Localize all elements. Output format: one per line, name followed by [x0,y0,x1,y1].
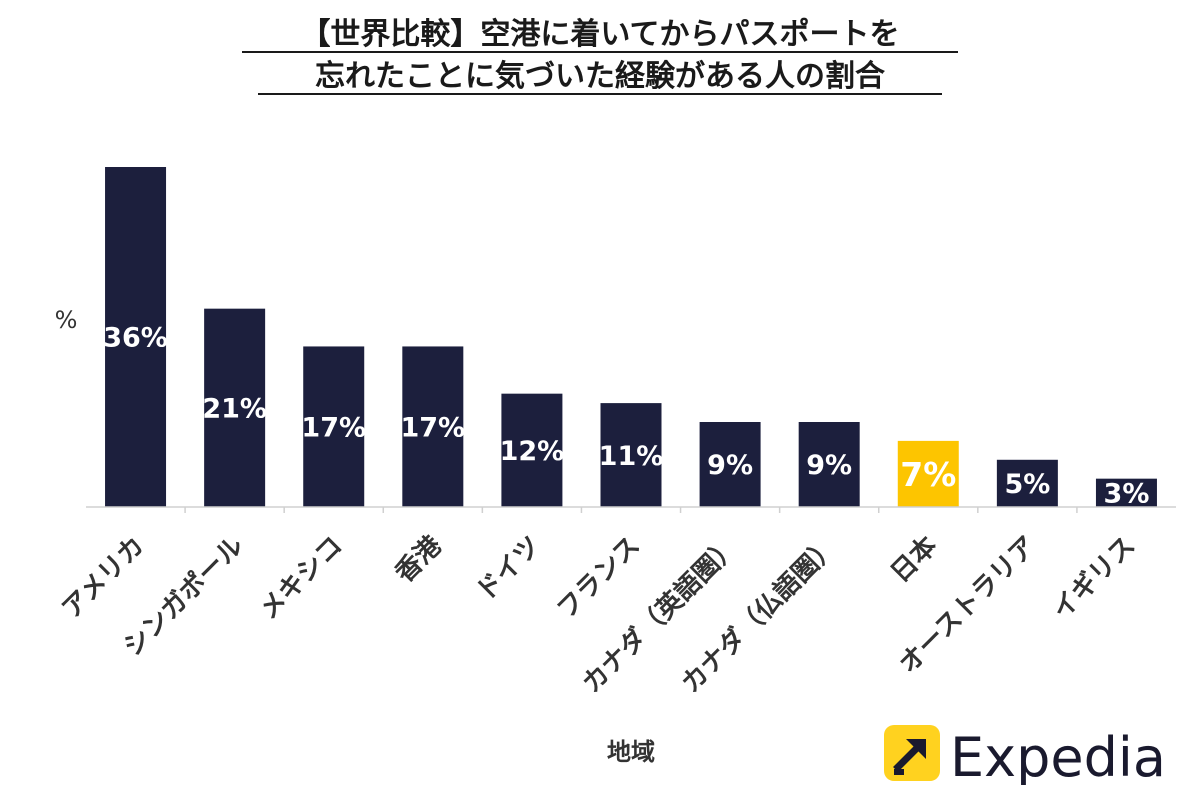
x-tick-label: フランス [552,531,646,625]
bar-7 [699,422,761,507]
bar-6 [600,403,662,507]
expedia-logo: Expedia [884,725,1166,785]
x-tick-label: アメリカ [57,531,151,625]
x-tick-label: 日本 [885,531,943,589]
bar-value-label: 36% [103,323,168,354]
bars-group: 36% 21% 17% 17% 12% 11% 9% 9% 7% 5% 3% [103,167,1157,510]
bar-value-label: 17% [301,412,366,443]
bar-value-label: 5% [1004,469,1050,500]
bar-5 [501,393,563,507]
x-tick-label: 香港 [390,530,449,589]
logo-base-icon [894,769,904,775]
x-tick-label: イギリス [1047,531,1142,626]
bar-10 [996,459,1058,507]
bar-value-label: 3% [1104,479,1150,510]
y-axis-label: % [55,306,78,334]
bar-8 [798,422,860,507]
bar-11 [1095,478,1157,507]
bar-value-label: 7% [900,455,956,494]
bar-value-label: 17% [400,412,465,443]
bar-value-label: 9% [806,450,852,481]
bar-1 [105,167,167,507]
bar-value-label: 12% [500,436,565,467]
logo-arrowhead-icon [906,739,926,759]
chart-title: 【世界比較】空港に着いてからパスポートを 忘れたことに気づいた経験がある人の割合 [242,17,958,95]
x-tick-label: メキシコ [254,531,349,626]
bar-value-label: 9% [707,450,753,481]
chart-title-line-2: 忘れたことに気づいた経験がある人の割合 [315,59,885,94]
x-tick-label: ドイツ [470,531,546,607]
expedia-wordmark: Expedia [950,726,1166,785]
chart-title-line-1: 【世界比較】空港に着いてからパスポートを [300,17,899,52]
bar-value-label: 11% [599,441,664,472]
bar-value-label: 21% [202,394,267,425]
bar-2 [204,308,266,507]
bar-3 [303,346,365,507]
bar-9 [897,440,959,507]
x-axis-label: 地域 [607,738,655,766]
bar-4 [402,346,464,507]
